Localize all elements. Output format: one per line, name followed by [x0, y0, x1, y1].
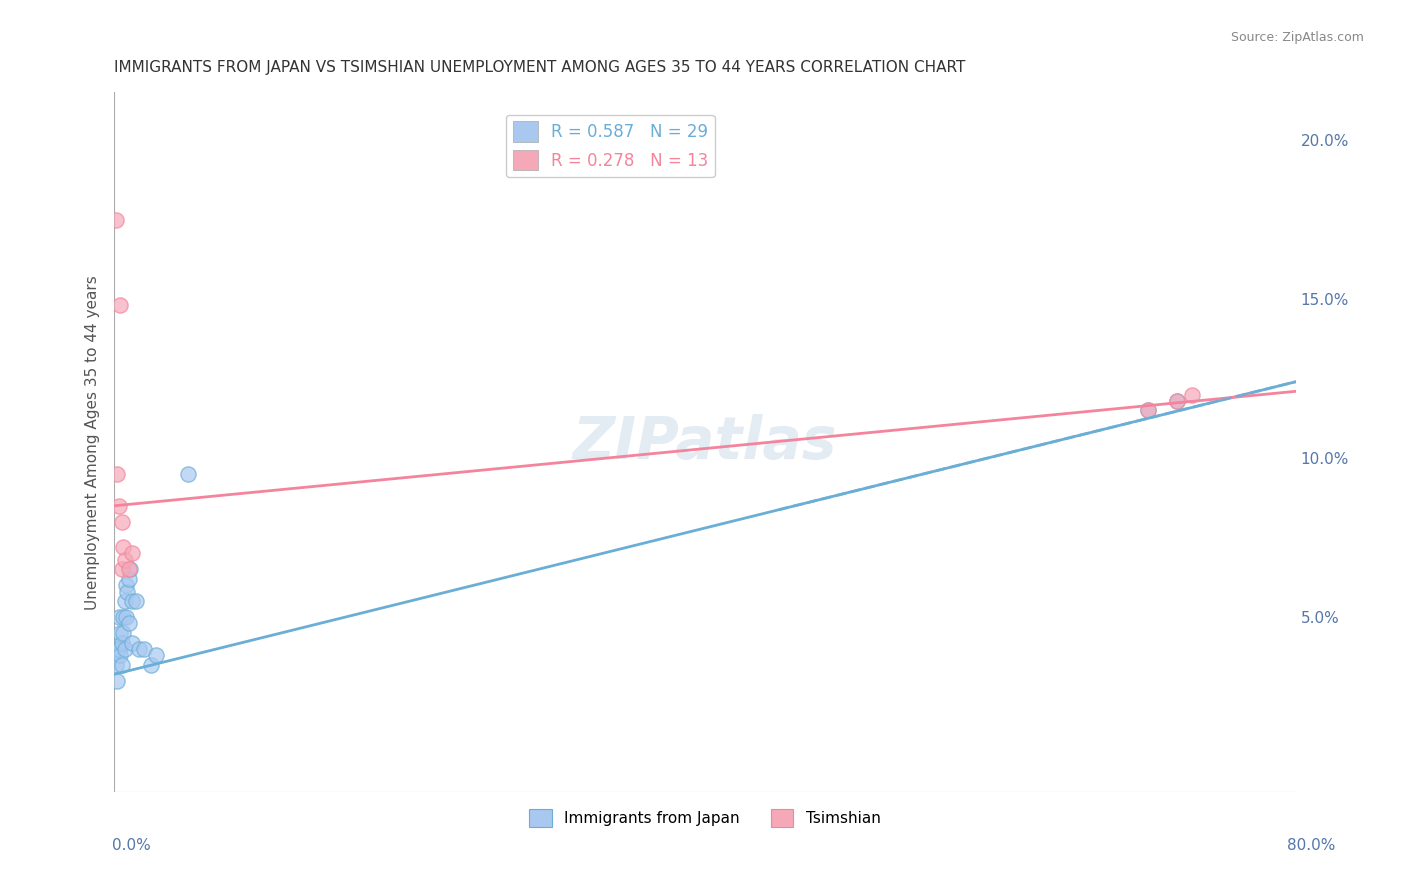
Point	[121, 635, 143, 649]
Point	[118, 562, 141, 576]
Point	[117, 584, 139, 599]
Text: 80.0%: 80.0%	[1288, 838, 1336, 854]
Point	[121, 546, 143, 560]
Point	[1136, 403, 1159, 417]
Point	[1181, 387, 1204, 401]
Point	[118, 572, 141, 586]
Point	[121, 594, 143, 608]
Point	[115, 610, 138, 624]
Point	[128, 641, 150, 656]
Point	[108, 626, 131, 640]
Text: 0.0%: 0.0%	[112, 838, 152, 854]
Point	[125, 594, 148, 608]
Text: Source: ZipAtlas.com: Source: ZipAtlas.com	[1230, 31, 1364, 45]
Point	[114, 553, 136, 567]
Point	[107, 641, 129, 656]
Y-axis label: Unemployment Among Ages 35 to 44 years: Unemployment Among Ages 35 to 44 years	[86, 275, 100, 609]
Point	[110, 562, 132, 576]
Point	[132, 641, 155, 656]
Point	[114, 594, 136, 608]
Point	[1166, 393, 1188, 408]
Point	[107, 499, 129, 513]
Point	[105, 673, 128, 688]
Point	[108, 648, 131, 663]
Point	[110, 635, 132, 649]
Point	[107, 610, 129, 624]
Point	[115, 578, 138, 592]
Point	[139, 657, 162, 672]
Point	[114, 641, 136, 656]
Point	[177, 467, 200, 481]
Point	[112, 540, 135, 554]
Point	[112, 626, 135, 640]
Point	[145, 648, 167, 663]
Point	[120, 562, 142, 576]
Point	[108, 298, 131, 312]
Point	[105, 641, 128, 656]
Point	[112, 610, 135, 624]
Point	[104, 657, 127, 672]
Point	[110, 515, 132, 529]
Point	[105, 467, 128, 481]
Point	[118, 616, 141, 631]
Point	[104, 212, 127, 227]
Point	[1166, 393, 1188, 408]
Text: IMMIGRANTS FROM JAPAN VS TSIMSHIAN UNEMPLOYMENT AMONG AGES 35 TO 44 YEARS CORREL: IMMIGRANTS FROM JAPAN VS TSIMSHIAN UNEMP…	[114, 60, 966, 75]
Point	[1136, 403, 1159, 417]
Text: ZIPatlas: ZIPatlas	[572, 414, 837, 471]
Legend: Immigrants from Japan, Tsimshian: Immigrants from Japan, Tsimshian	[523, 803, 887, 833]
Point	[110, 657, 132, 672]
